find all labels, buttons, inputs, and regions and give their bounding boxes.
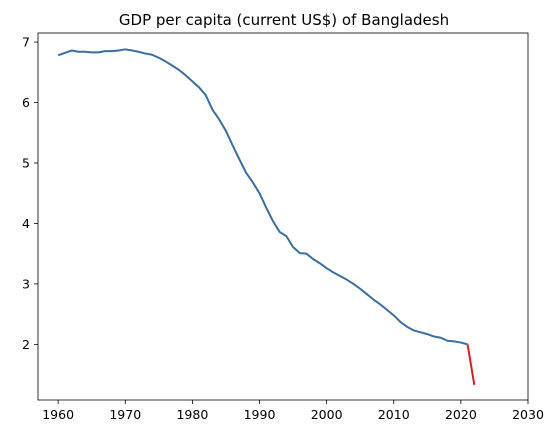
y-tick-label: 3 <box>22 276 30 291</box>
y-tick-label: 2 <box>22 337 30 352</box>
x-axis: 1960 1970 1980 1990 2000 2010 2020 2030 <box>42 400 544 422</box>
x-tick-label: 1980 <box>176 407 208 422</box>
x-tick-label: 1970 <box>109 407 141 422</box>
x-tick-label: 2000 <box>311 407 343 422</box>
series-line-2 <box>466 344 476 386</box>
x-tick-label: 1960 <box>42 407 74 422</box>
y-tick-label: 6 <box>22 95 30 110</box>
plot-frame <box>37 32 529 401</box>
series-line-1 <box>57 48 468 346</box>
x-tick-label: 2010 <box>378 407 410 422</box>
x-tick-label: 2020 <box>445 407 477 422</box>
y-tick-label: 7 <box>22 35 30 50</box>
y-axis: 2 3 4 5 6 7 <box>22 35 38 352</box>
y-tick-label: 5 <box>22 155 30 170</box>
y-tick-label: 4 <box>22 216 30 231</box>
plot-lines <box>57 48 476 386</box>
chart-title: GDP per capita (current US$) of Banglade… <box>119 11 449 29</box>
x-tick-label: 1990 <box>244 407 276 422</box>
x-tick-label: 2030 <box>512 407 544 422</box>
